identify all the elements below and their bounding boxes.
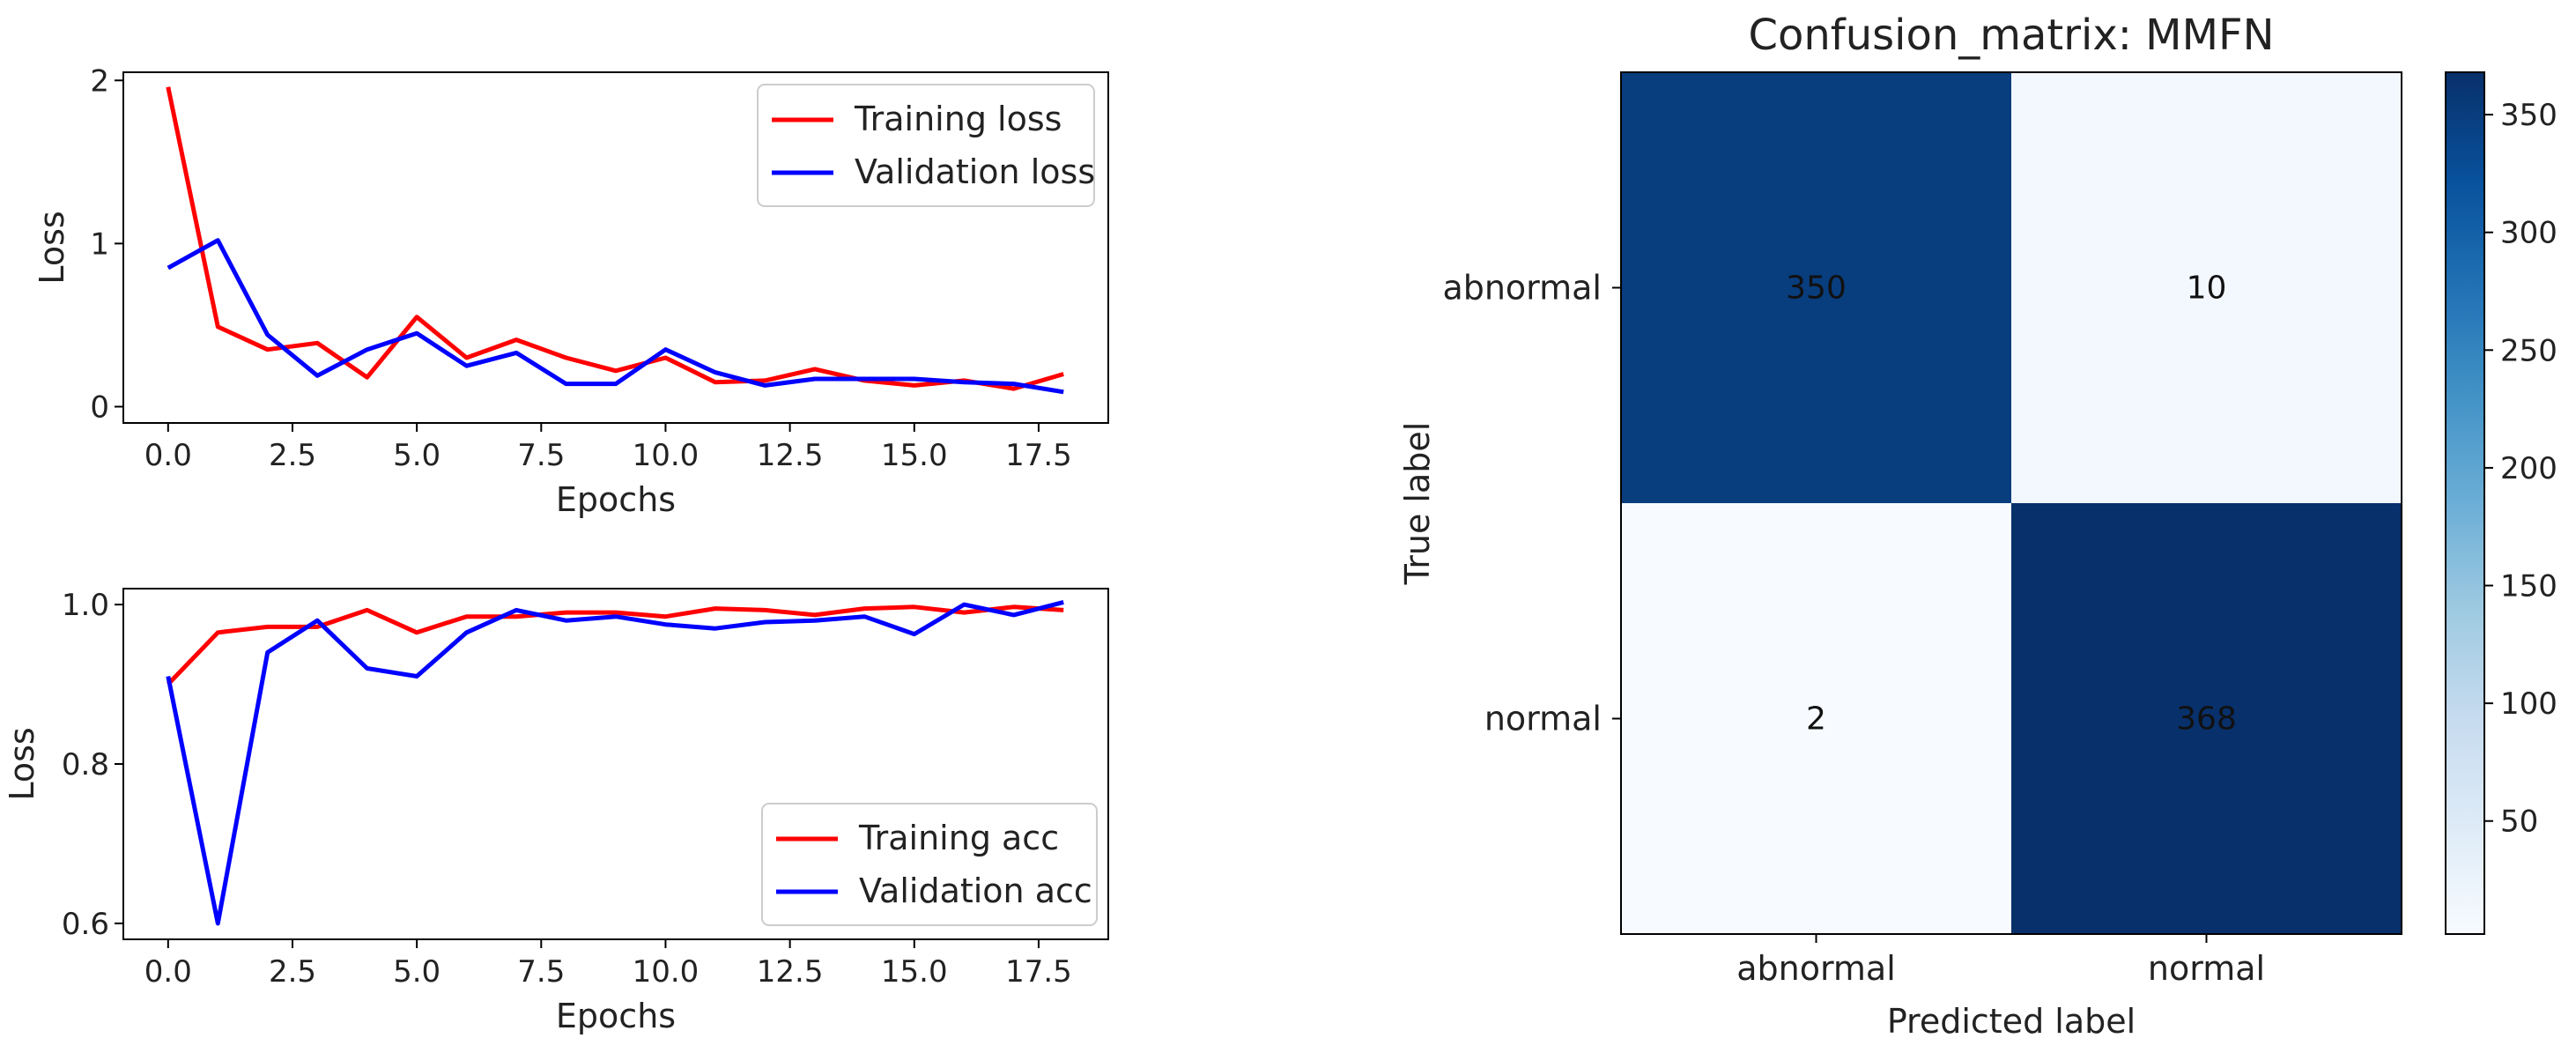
y-category-label: normal xyxy=(1484,700,1602,738)
y-tick-label: 1.0 xyxy=(62,588,109,623)
series-line-training-loss xyxy=(166,86,1064,391)
colorbar xyxy=(2446,72,2484,934)
accuracy-chart: 0.0 2.5 5.0 7.5 10.0 12.5 15.0 17.5 0.6 0.8 1.0 Epo… xyxy=(3,588,1109,1035)
colorbar-tick-label: 350 xyxy=(2500,98,2557,133)
x-tick-label: 12.5 xyxy=(757,438,824,473)
matrix-cell-abnormal-normal xyxy=(2011,72,2402,503)
x-tick-label: 15.0 xyxy=(881,438,948,473)
plot-frame xyxy=(122,71,1109,424)
matrix-cell-value: 2 xyxy=(1806,701,1826,738)
y-axis-label: Loss xyxy=(33,211,71,284)
x-tick-label: 17.5 xyxy=(1005,438,1072,473)
x-axis-label: Epochs xyxy=(556,997,676,1035)
x-tick-label: 15.0 xyxy=(881,954,948,990)
x-category-label: normal xyxy=(2148,949,2265,988)
legend-label: Validation loss xyxy=(855,152,1095,191)
colorbar-tick-label: 150 xyxy=(2500,569,2557,604)
legend-label: Validation acc xyxy=(859,871,1092,910)
matrix-cell-value: 368 xyxy=(2176,701,2237,738)
matrix-cell-normal-abnormal xyxy=(1621,503,2011,934)
legend-box xyxy=(757,84,1095,207)
y-tick-label: 0 xyxy=(90,389,109,425)
y-category-label: abnormal xyxy=(1442,269,1602,308)
series-line-validation-acc xyxy=(166,599,1064,926)
colorbar-tick-label: 100 xyxy=(2500,686,2557,722)
y-tick-label: 0.6 xyxy=(62,907,109,942)
x-tick-label: 12.5 xyxy=(757,954,824,990)
matrix-cell-abnormal-abnormal xyxy=(1621,72,2011,503)
x-category-label: abnormal xyxy=(1736,949,1896,988)
legend-box xyxy=(761,803,1098,926)
x-tick-label: 2.5 xyxy=(269,954,316,990)
y-axis-label: True label xyxy=(1398,422,1437,586)
matrix-frame xyxy=(1620,71,2402,935)
x-tick-label: 10.0 xyxy=(633,438,700,473)
chart-title: Confusion_matrix: MMFN xyxy=(1749,11,2275,60)
series-line-validation-loss xyxy=(167,238,1064,395)
colorbar-frame xyxy=(2445,71,2485,935)
x-axis-label: Predicted label xyxy=(1887,1002,2136,1041)
legend-label: Training acc xyxy=(858,819,1059,857)
confusion-matrix-chart: 350 10 2 368 abnormal normal abnormal normal Con… xyxy=(1398,11,2557,1041)
x-tick-label: 5.0 xyxy=(393,954,440,990)
colorbar-tick-label: 50 xyxy=(2500,805,2538,840)
y-tick-label: 1 xyxy=(90,226,109,262)
colorbar-tick-label: 250 xyxy=(2500,333,2557,368)
matrix-cell-value: 10 xyxy=(2187,271,2227,307)
legend-label: Training loss xyxy=(854,100,1062,138)
x-tick-label: 7.5 xyxy=(517,438,565,473)
series-line-training-acc xyxy=(166,604,1064,686)
matrix-cell-normal-normal xyxy=(2011,503,2402,934)
x-axis-label: Epochs xyxy=(556,480,676,519)
x-tick-label: 0.0 xyxy=(144,954,192,990)
y-tick-label: 0.8 xyxy=(62,747,109,782)
x-tick-label: 17.5 xyxy=(1005,954,1072,990)
x-tick-label: 10.0 xyxy=(633,954,700,990)
colorbar-tick-label: 300 xyxy=(2500,216,2557,251)
x-tick-label: 2.5 xyxy=(269,438,316,473)
x-tick-label: 5.0 xyxy=(393,438,440,473)
y-tick-label: 2 xyxy=(90,63,109,99)
matrix-cell-value: 350 xyxy=(1786,271,1847,307)
x-tick-label: 7.5 xyxy=(517,954,565,990)
y-axis-label: Loss xyxy=(3,727,41,800)
x-tick-label: 0.0 xyxy=(144,438,192,473)
loss-chart: 0.0 2.5 5.0 7.5 10.0 12.5 15.0 17.5 0 1 2 Epochs Los… xyxy=(33,63,1109,519)
colorbar-tick-label: 200 xyxy=(2500,451,2557,486)
